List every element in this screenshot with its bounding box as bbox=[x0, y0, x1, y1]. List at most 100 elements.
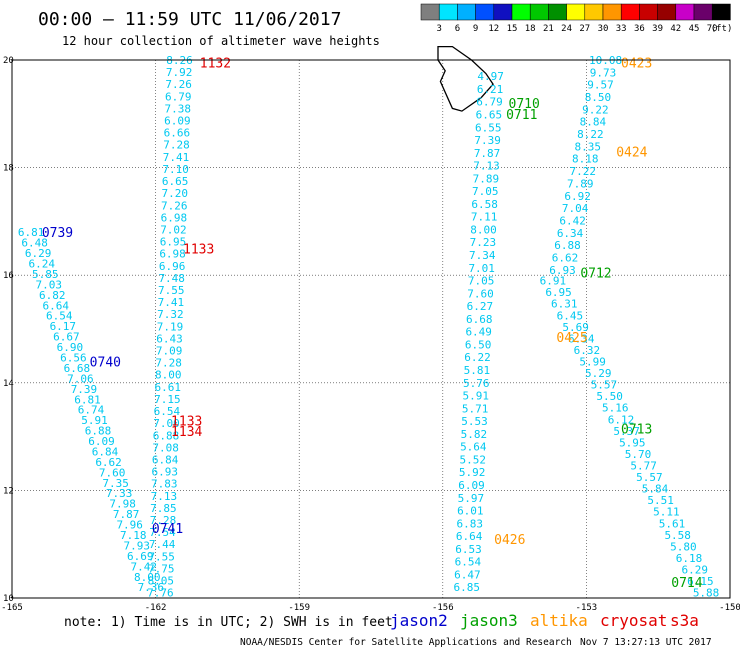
wave-height-point: 9.57 bbox=[587, 79, 614, 92]
wave-height-point: 9.73 bbox=[590, 66, 617, 79]
x-tick-label: -162 bbox=[145, 603, 167, 613]
wave-height-point: 7.03 bbox=[35, 278, 62, 291]
wave-height-point: 5.80 bbox=[670, 540, 697, 553]
x-tick-label: -153 bbox=[576, 603, 598, 613]
colorbar-swatch bbox=[711, 3, 731, 21]
wave-height-point: 7.41 bbox=[158, 296, 185, 309]
colorbar-label: 15 bbox=[507, 24, 518, 34]
wave-height-point: 5.71 bbox=[462, 402, 489, 415]
wave-height-point: 6.95 bbox=[545, 286, 572, 299]
colorbar-label: 42 bbox=[670, 24, 681, 34]
wave-height-point: 7.34 bbox=[469, 249, 496, 262]
wave-height-point: 7.01 bbox=[468, 262, 495, 275]
wave-height-point: 6.68 bbox=[466, 313, 493, 326]
wave-height-point: 7.22 bbox=[569, 165, 596, 178]
colorbar: 3 6 9 12 15 18 21 24 27 30 33 36 39 42 45 70(ft) bbox=[420, 3, 732, 34]
colorbar-swatch bbox=[420, 3, 440, 21]
wave-height-point: 7.13 bbox=[473, 160, 500, 173]
wave-height-point: 7.38 bbox=[165, 102, 192, 115]
wave-height-point: 7.11 bbox=[471, 211, 498, 224]
x-tick-label: -165 bbox=[1, 603, 23, 613]
wave-height-point: 6.55 bbox=[475, 121, 502, 134]
wave-height-point: 6.18 bbox=[676, 552, 703, 565]
wave-height-point: 7.00 bbox=[153, 417, 180, 430]
wave-height-point: 6.88 bbox=[153, 429, 180, 442]
wave-height-point: 6.48 bbox=[21, 237, 48, 250]
wave-height-point: 6.62 bbox=[95, 456, 122, 469]
pass-time-label: 0426 bbox=[494, 533, 525, 548]
colorbar-label: 27 bbox=[579, 24, 590, 34]
wave-height-point: 7.26 bbox=[165, 78, 192, 91]
wave-height-point: 6.64 bbox=[43, 299, 70, 312]
pass-time-label: 0739 bbox=[42, 226, 73, 241]
wave-height-point: 7.92 bbox=[166, 66, 193, 79]
wave-height-point: 5.57 bbox=[591, 379, 618, 392]
wave-height-point: 7.39 bbox=[474, 134, 501, 147]
x-tick-label: -159 bbox=[288, 603, 310, 613]
wave-height-point: 6.31 bbox=[551, 298, 578, 311]
wave-height-point: 5.95 bbox=[619, 436, 646, 449]
wave-height-point: 6.50 bbox=[465, 338, 492, 351]
pass-time-label: 0740 bbox=[90, 355, 121, 370]
wave-height-point: 7.28 bbox=[150, 514, 177, 527]
wave-height-point: 7.18 bbox=[120, 529, 147, 542]
wave-height-point: 6.09 bbox=[88, 435, 115, 448]
pass-time-label: 1133 bbox=[183, 242, 214, 257]
wave-height-point: 5.88 bbox=[693, 587, 720, 600]
wave-height-point: 5.91 bbox=[81, 414, 108, 427]
colorbar-label: 39 bbox=[652, 24, 663, 34]
wave-height-point: 7.76 bbox=[147, 587, 174, 600]
wave-height-point: 8.18 bbox=[572, 153, 599, 166]
wave-height-point: 6.92 bbox=[564, 190, 591, 203]
wave-height-point: 5.37 bbox=[613, 425, 640, 438]
wave-height-point: 5.92 bbox=[459, 466, 486, 479]
colorbar-label: 45 bbox=[689, 24, 700, 34]
colorbar-swatch bbox=[493, 3, 513, 21]
time-labels: 1132073911330740113311340741071007110423… bbox=[42, 57, 703, 591]
colorbar-label: 12 bbox=[488, 24, 499, 34]
wave-height-point: 7.96 bbox=[116, 519, 143, 532]
wave-height-point: 9.22 bbox=[582, 103, 609, 116]
wave-height-point: 5.81 bbox=[464, 364, 491, 377]
wave-height-point: 6.85 bbox=[453, 581, 480, 594]
wave-height-point: 6.65 bbox=[162, 175, 189, 188]
wave-height-point: 7.55 bbox=[158, 284, 185, 297]
pass-time-label: 1133 bbox=[171, 414, 202, 429]
wave-height-point: 6.01 bbox=[457, 505, 484, 518]
wave-height-point: 7.02 bbox=[160, 223, 187, 236]
colorbar-label: 70 bbox=[707, 24, 718, 34]
wave-height-point: 5.99 bbox=[579, 355, 606, 368]
wave-height-point: 6.54 bbox=[455, 556, 482, 569]
wave-height-point: 6.42 bbox=[559, 214, 586, 227]
legend-cryosat: cryosat bbox=[600, 611, 667, 630]
wave-height-point: 6.21 bbox=[477, 83, 504, 96]
wave-height-point: 7.89 bbox=[567, 177, 594, 190]
wave-height-point: 4.97 bbox=[477, 70, 504, 83]
wave-height-point: 5.51 bbox=[647, 494, 674, 507]
chart-title: 00:00 – 11:59 UTC 11/06/2017 bbox=[38, 9, 341, 30]
wave-height-point: 7.23 bbox=[470, 236, 497, 249]
wave-height-point: 7.33 bbox=[106, 487, 133, 500]
footer-credit: NOAA/NESDIS Center for Satellite Applica… bbox=[240, 637, 572, 648]
legend-jason3: jason3 bbox=[460, 611, 518, 630]
wave-height-point: 6.95 bbox=[160, 236, 187, 249]
wave-height-point: 7.09 bbox=[156, 345, 183, 358]
pass-time-label: 0712 bbox=[580, 267, 611, 282]
wave-height-point: 6.67 bbox=[53, 331, 80, 344]
wave-height-point: 7.05 bbox=[468, 275, 495, 288]
wave-height-point: 6.69 bbox=[127, 550, 154, 563]
wave-height-point: 7.60 bbox=[99, 466, 126, 479]
wave-height-point: 6.29 bbox=[25, 247, 52, 260]
wave-height-point: 5.50 bbox=[596, 390, 623, 403]
wave-height-point: 6.27 bbox=[467, 300, 494, 313]
wave-height-point: 6.64 bbox=[456, 530, 483, 543]
wave-height-point: 6.24 bbox=[28, 257, 55, 270]
colorbar-label: 9 bbox=[473, 24, 478, 34]
wave-height-point: 6.84 bbox=[92, 445, 119, 458]
y-tick-label: 10 bbox=[3, 594, 14, 604]
colorbar-swatch bbox=[566, 3, 586, 21]
pass-time-label: 0741 bbox=[152, 522, 183, 537]
pass-time-label: 0713 bbox=[621, 423, 652, 438]
wave-height-point: 6.54 bbox=[46, 310, 73, 323]
colorbar-swatch bbox=[457, 3, 476, 21]
